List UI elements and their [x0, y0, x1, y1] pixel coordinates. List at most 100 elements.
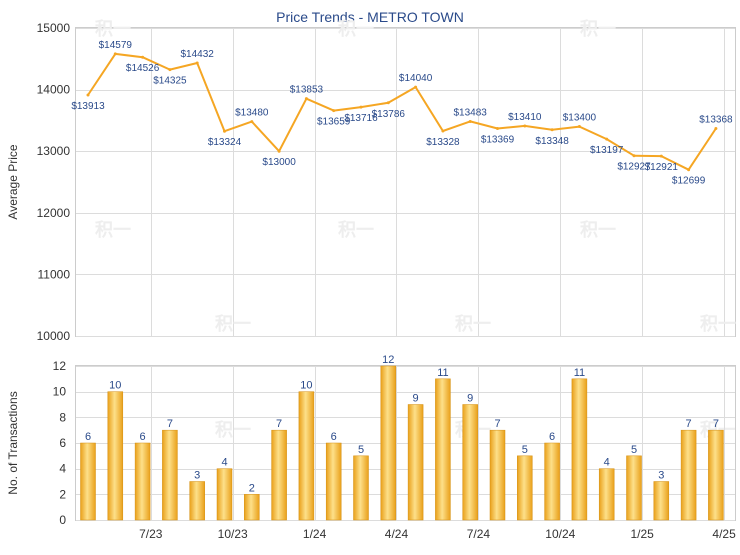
transaction-bar	[708, 429, 724, 521]
transaction-data-label: 11	[574, 367, 585, 379]
watermark: 积一	[95, 220, 131, 240]
transaction-bar	[653, 481, 670, 521]
price-point	[523, 124, 527, 128]
transactions-y-tick-label: 12	[53, 359, 67, 373]
price-point	[304, 97, 308, 101]
watermark: 积一	[700, 314, 736, 334]
price-data-label: $13324	[208, 137, 242, 148]
price-data-label: $13348	[535, 136, 569, 147]
transaction-data-label: 6	[85, 431, 91, 443]
price-y-tick-label: 15000	[37, 21, 71, 35]
transactions-y-tick-label: 6	[59, 436, 66, 450]
price-point	[550, 128, 554, 132]
transaction-data-label: 10	[109, 380, 121, 392]
transaction-bar	[626, 455, 642, 521]
transaction-data-label: 7	[276, 418, 282, 430]
price-data-label: $13328	[426, 137, 460, 148]
transaction-data-label: 7	[686, 418, 692, 430]
x-tick-label: 4/25	[712, 527, 736, 541]
transactions-y-axis-label: No. of Transactions	[6, 391, 20, 494]
transaction-data-label: 3	[194, 470, 200, 482]
transaction-bar	[435, 378, 451, 521]
transaction-bar	[489, 429, 506, 521]
price-point	[441, 129, 445, 133]
price-point	[687, 168, 691, 172]
transaction-bar	[353, 455, 369, 521]
transaction-bar	[325, 442, 342, 521]
price-data-labels: $13913 $14579 $14526 $14325 $14432 $13324 $134…	[71, 40, 733, 187]
transaction-bar	[298, 391, 315, 521]
price-point	[496, 126, 499, 130]
x-axis: 7/23 10/23 1/24 4/24 7/24 10/24 1/25 4/25	[139, 527, 736, 541]
price-data-label: $13853	[290, 85, 324, 96]
transaction-bar	[189, 481, 205, 521]
transaction-bar	[107, 391, 124, 521]
price-data-label: $13659	[317, 117, 351, 128]
transactions-y-tick-label: 10	[53, 385, 67, 399]
transactions-data-labels: 6 10 6 7 3 4 2 7 10 6 5 12 9 11 9 7 5 6 11 4 5 3 7 7	[85, 354, 719, 494]
transaction-data-label: 10	[300, 380, 312, 392]
price-line	[87, 52, 717, 171]
transactions-y-tick-label: 2	[59, 487, 66, 501]
price-data-label: $13400	[563, 113, 597, 124]
price-data-label: $13480	[235, 108, 269, 119]
price-y-tick-label: 14000	[37, 83, 71, 97]
transaction-bar	[162, 429, 178, 521]
price-data-label: $13197	[590, 145, 624, 156]
transaction-bar	[380, 365, 397, 521]
transactions-y-axis: 0 2 4 6 8 10 12	[53, 359, 67, 527]
price-point	[659, 154, 663, 158]
price-y-axis: 10000 11000 12000 13000 14000 15000	[37, 21, 71, 343]
transaction-bar	[216, 468, 233, 521]
transaction-bar	[271, 429, 287, 521]
price-data-label: $13786	[372, 109, 406, 120]
transaction-bar	[80, 442, 96, 521]
watermark: 积一	[455, 314, 491, 334]
watermark: 积一	[215, 314, 251, 334]
price-point	[141, 55, 145, 59]
x-tick-label: 1/25	[631, 527, 655, 541]
x-tick-label: 1/24	[303, 527, 327, 541]
transaction-data-label: 2	[249, 482, 255, 494]
watermark: 积一	[338, 19, 374, 39]
transaction-data-label: 9	[467, 393, 473, 405]
price-point	[632, 154, 636, 158]
price-point	[277, 149, 281, 153]
price-data-label: $14325	[153, 76, 187, 87]
price-point	[113, 52, 117, 56]
transaction-data-label: 7	[494, 418, 500, 430]
price-point	[605, 137, 609, 141]
transaction-bar	[598, 468, 615, 521]
transaction-bar	[462, 404, 478, 521]
transaction-data-label: 7	[713, 418, 719, 430]
price-data-label: $14526	[126, 63, 160, 74]
price-data-label: $13368	[699, 115, 733, 126]
price-y-axis-label: Average Price	[6, 144, 20, 219]
x-tick-label: 7/23	[139, 527, 163, 541]
price-data-label: $13716	[344, 113, 378, 124]
price-data-label: $12927	[617, 162, 651, 173]
transaction-data-label: 5	[358, 444, 364, 456]
price-data-label: $14579	[99, 40, 133, 51]
transaction-data-label: 5	[522, 444, 528, 456]
price-series	[86, 52, 718, 172]
transaction-data-label: 3	[658, 470, 664, 482]
transactions-gridlines	[76, 366, 735, 521]
transactions-y-tick-label: 4	[59, 462, 66, 476]
price-gridlines	[76, 28, 735, 337]
price-point	[468, 119, 472, 123]
transaction-bar	[407, 404, 424, 521]
transaction-data-label: 7	[167, 418, 173, 430]
price-data-label: $14432	[181, 49, 215, 60]
watermarks: 积一积一积一积一积一积一积一积一积一积一积一积一	[95, 19, 736, 440]
transaction-data-label: 12	[382, 354, 394, 366]
transaction-bar	[680, 429, 697, 521]
price-point	[168, 68, 172, 72]
transaction-data-label: 6	[331, 431, 337, 443]
x-tick-label: 10/23	[218, 527, 248, 541]
price-data-label: $13369	[481, 134, 515, 145]
watermark: 积一	[580, 19, 616, 39]
watermark: 积一	[338, 220, 374, 240]
transactions-y-tick-label: 0	[59, 513, 66, 527]
